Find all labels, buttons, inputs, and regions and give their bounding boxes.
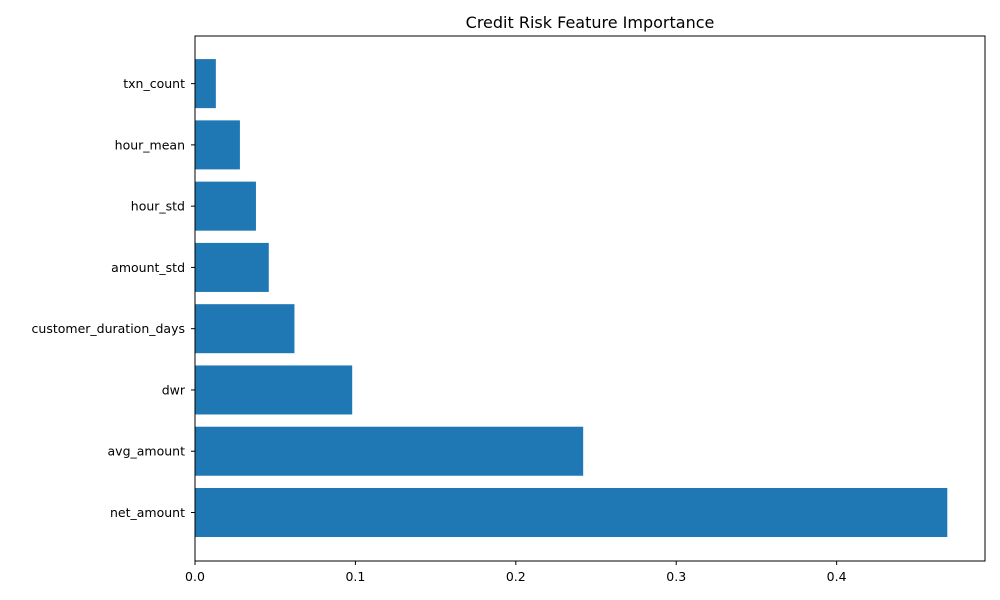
y-tick-label: avg_amount	[108, 444, 186, 459]
x-tick-label: 0.4	[827, 569, 847, 584]
y-axis-ticks: net_amount avg_amount dwr customer_duration…	[32, 76, 195, 520]
y-tick-label: amount_std	[111, 260, 185, 275]
bar-dwr	[195, 365, 353, 415]
bar-hour-std	[195, 181, 256, 231]
y-tick-label: hour_mean	[115, 137, 185, 152]
bar-hour-mean	[195, 120, 240, 170]
x-tick-label: 0.1	[345, 569, 365, 584]
x-tick-label: 0.3	[666, 569, 686, 584]
y-tick-label: txn_count	[123, 76, 185, 91]
plot-frame	[194, 35, 986, 562]
y-tick-label: net_amount	[110, 505, 185, 520]
bar-amount-std	[195, 242, 269, 292]
bar-customer-duration-days	[195, 304, 295, 354]
bars-group	[195, 59, 948, 538]
x-axis-ticks: 0.0 0.1 0.2 0.3 0.4	[185, 561, 847, 584]
chart-title: Credit Risk Feature Importance	[466, 13, 715, 32]
bar-avg-amount	[195, 426, 584, 476]
x-tick-label: 0.0	[185, 569, 205, 584]
y-tick-label: hour_std	[131, 199, 185, 214]
x-tick-label: 0.2	[506, 569, 526, 584]
y-tick-label: dwr	[162, 382, 186, 397]
bar-txn-count	[195, 59, 216, 109]
bar-net-amount	[195, 487, 948, 538]
y-tick-label: customer_duration_days	[32, 321, 185, 336]
